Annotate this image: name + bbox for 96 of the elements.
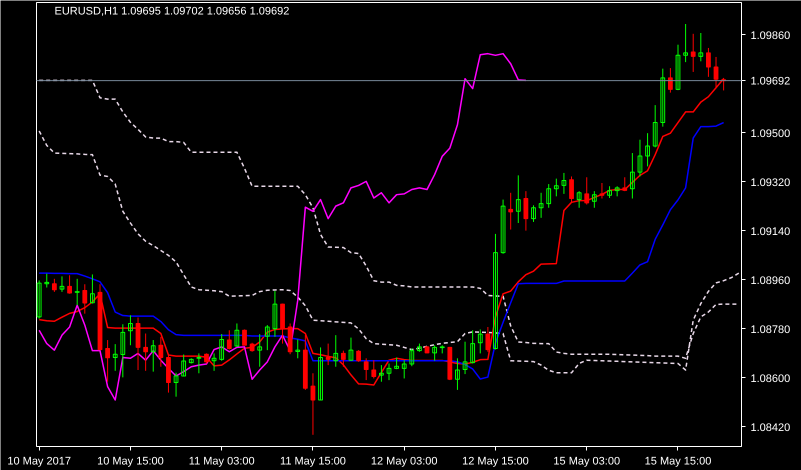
candlestick — [668, 68, 673, 94]
candlestick — [257, 334, 262, 368]
candlestick — [462, 341, 468, 375]
candlestick — [607, 186, 612, 198]
y-tick-label: 1.08600 — [750, 372, 790, 385]
candlestick — [485, 326, 490, 352]
candlestick — [584, 176, 590, 205]
candlestick — [523, 190, 528, 232]
y-tick-label: 1.09320 — [750, 176, 790, 189]
candlestick — [622, 176, 628, 192]
candlestick — [378, 364, 384, 382]
x-tick-label: 15 May 03:00 — [553, 456, 620, 468]
candlestick — [531, 204, 536, 222]
candlestick — [150, 340, 156, 372]
candlestick — [364, 358, 369, 381]
candlestick — [333, 334, 338, 368]
y-tick-label: 1.08780 — [750, 324, 790, 336]
candlestick — [409, 348, 414, 367]
candlestick — [318, 346, 323, 401]
candlestick — [516, 174, 521, 224]
candlestick — [402, 360, 407, 379]
candlestick — [562, 172, 566, 194]
candlestick — [508, 192, 514, 230]
candlestick — [74, 278, 80, 306]
candlestick — [348, 337, 354, 362]
candlestick — [272, 290, 278, 338]
candlestick — [538, 192, 544, 218]
candlestick — [356, 350, 361, 362]
x-tick-label: 11 May 15:00 — [280, 456, 346, 468]
ref-line-label: 1.09692 — [750, 76, 790, 88]
candlestick — [683, 24, 688, 63]
candlestick — [569, 176, 574, 204]
candlestick — [614, 186, 620, 197]
candlestick — [660, 68, 666, 128]
candlestick — [67, 274, 72, 294]
candlestick — [500, 199, 506, 254]
candlestick — [242, 328, 247, 346]
y-tick-label: 1.09140 — [750, 226, 790, 238]
candlestick — [676, 44, 680, 91]
candlestick — [386, 362, 392, 381]
chart-title: EURUSD,H1 1.09695 1.09702 1.09656 1.09692 — [54, 6, 290, 18]
candlestick — [493, 233, 498, 350]
y-tick-label: 1.09500 — [750, 128, 790, 140]
candlestick — [143, 333, 148, 372]
candlestick — [652, 104, 658, 148]
candlestick — [90, 274, 95, 304]
candlestick — [158, 336, 164, 368]
candlestick — [136, 316, 140, 371]
x-tick-label: 10 May 2017 — [7, 456, 71, 468]
x-tick-label: 11 May 03:00 — [188, 456, 255, 468]
x-tick-label: 15 May 15:00 — [644, 456, 712, 468]
candlestick — [554, 178, 559, 197]
candlestick — [60, 276, 64, 292]
candlestick — [219, 334, 224, 362]
candlestick — [264, 324, 270, 351]
candlestick — [394, 356, 400, 370]
candlestick — [105, 340, 110, 382]
candlestick — [455, 358, 460, 390]
candlestick — [698, 32, 704, 62]
candlestick — [36, 280, 42, 320]
candlestick — [212, 352, 216, 372]
y-tick-label: 1.08960 — [750, 274, 790, 287]
candlestick — [432, 344, 438, 362]
candlestick — [478, 328, 483, 354]
candlestick — [128, 314, 133, 346]
y-tick-label: 1.08420 — [750, 422, 790, 434]
candlestick — [546, 184, 552, 208]
candlestick — [120, 324, 126, 378]
candlestick — [44, 273, 50, 288]
candlestick — [690, 33, 696, 72]
candlestick — [630, 152, 635, 199]
candlestick — [112, 344, 118, 372]
candlestick — [82, 284, 88, 314]
x-tick-label: 12 May 15:00 — [462, 456, 529, 468]
candlestick — [196, 352, 202, 374]
candlestick — [181, 354, 186, 378]
x-tick-label: 10 May 15:00 — [97, 456, 164, 468]
y-tick-label: 1.09860 — [750, 30, 790, 42]
candlestick — [638, 139, 642, 177]
candlestick — [576, 190, 582, 208]
candlestick — [371, 360, 376, 379]
line-series — [38, 52, 527, 401]
candlestick — [470, 330, 476, 364]
candlestick — [52, 278, 57, 292]
candlestick — [295, 339, 300, 359]
candlestick — [645, 132, 650, 167]
x-tick-label: 12 May 03:00 — [370, 456, 438, 468]
candlestick — [234, 322, 240, 348]
candlestick — [592, 190, 597, 208]
candlestick — [226, 330, 232, 350]
candlestick — [600, 182, 604, 199]
candlestick — [326, 343, 331, 366]
candlestick — [174, 372, 178, 398]
candlestick — [340, 350, 346, 368]
candlestick — [310, 372, 316, 436]
candlestick — [706, 47, 711, 78]
